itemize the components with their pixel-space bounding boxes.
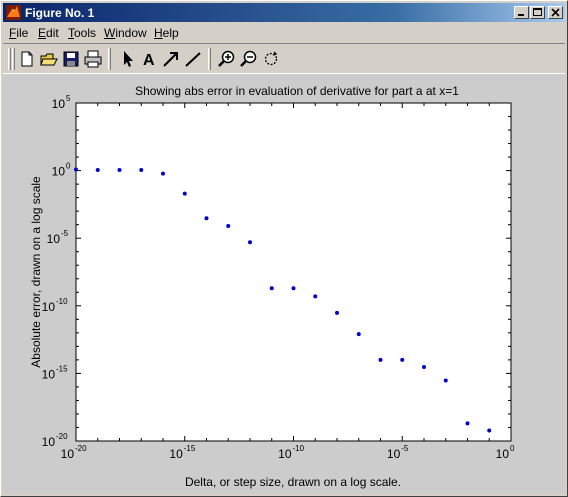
close-button[interactable]: [548, 6, 563, 19]
y-tick-exponent: 5: [66, 94, 71, 103]
maximize-button[interactable]: [530, 6, 545, 19]
figure-canvas: Showing abs error in evaluation of deriv…: [3, 75, 565, 494]
menu-window-mnemonic: W: [104, 26, 116, 40]
y-tick-label: 10: [52, 165, 66, 179]
data-point: [465, 421, 470, 426]
y-tick-exponent: -20: [56, 432, 68, 441]
data-point: [74, 167, 78, 172]
zoom-in-icon[interactable]: [217, 48, 237, 70]
y-tick-label: 10: [42, 367, 56, 381]
data-point: [182, 191, 187, 196]
data-point: [356, 332, 361, 337]
x-tick-label: 10: [169, 447, 183, 461]
title-bar[interactable]: Figure No. 1: [3, 3, 565, 22]
y-tick-exponent: -5: [61, 229, 69, 238]
data-point: [95, 168, 100, 173]
menu-help[interactable]: Help: [154, 26, 179, 40]
x-tick-exponent: -10: [293, 444, 305, 453]
data-point: [335, 310, 339, 315]
insert-text-icon[interactable]: A: [139, 48, 159, 70]
x-tick-exponent: -15: [184, 444, 196, 453]
menu-file-mnemonic: F: [9, 26, 17, 40]
x-tick-label: 10: [61, 447, 75, 461]
x-tick-label: 10: [278, 447, 292, 461]
data-point: [378, 357, 383, 362]
menu-edit-label: dit: [46, 26, 59, 40]
chart: Showing abs error in evaluation of deriv…: [29, 84, 515, 489]
new-file-icon[interactable]: [17, 48, 37, 70]
y-tick-label: 10: [52, 97, 66, 111]
menu-help-label: elp: [162, 26, 179, 40]
menu-edit-mnemonic: E: [38, 26, 47, 40]
menu-tools[interactable]: Tools: [68, 26, 96, 40]
x-tick-exponent: 0: [510, 444, 515, 453]
y-tick-exponent: 0: [66, 162, 71, 171]
figure-toolbar: A: [3, 43, 565, 74]
matlab-icon: [6, 5, 21, 20]
zoom-out-icon[interactable]: [239, 48, 259, 70]
data-point: [443, 378, 448, 383]
data-point: [422, 364, 426, 369]
menu-window[interactable]: Window: [104, 26, 147, 40]
rotate-icon[interactable]: [261, 48, 281, 70]
x-tick-exponent: -5: [401, 444, 409, 453]
menu-file-label: ile: [16, 26, 29, 40]
data-point: [139, 168, 144, 173]
data-point: [117, 168, 122, 173]
open-folder-icon[interactable]: [39, 48, 59, 70]
toolbar-separator-1: [108, 48, 111, 70]
y-tick-exponent: -10: [56, 297, 68, 306]
data-point: [291, 286, 296, 291]
y-tick-label: 10: [47, 232, 61, 246]
insert-text-glyph: A: [143, 52, 155, 69]
minimize-button[interactable]: [514, 6, 529, 19]
save-icon[interactable]: [61, 48, 81, 70]
select-arrow-icon[interactable]: [117, 48, 137, 70]
menu-window-label: indow: [115, 26, 147, 40]
insert-arrow-icon[interactable]: [161, 48, 181, 70]
menu-tools-label: ools: [74, 26, 97, 40]
x-axis-label: Delta, or step size, drawn on a log scal…: [185, 475, 401, 489]
data-point: [269, 286, 274, 291]
plot-area: [75, 102, 512, 442]
menu-bar: File Edit Tools Window Help: [3, 23, 565, 42]
insert-line-icon[interactable]: [183, 48, 203, 70]
y-tick-exponent: -15: [56, 364, 68, 373]
menu-tools-mnemonic: T: [68, 26, 74, 40]
data-point: [487, 428, 492, 433]
toolbar-grip-2: [12, 48, 15, 70]
menu-file[interactable]: File: [9, 26, 28, 40]
y-axis-label: Absolute error, drawn on a log scale: [29, 176, 43, 368]
y-tick-label: 10: [42, 435, 56, 449]
toolbar-grip[interactable]: [8, 48, 11, 70]
print-icon[interactable]: [83, 48, 103, 70]
window-title: Figure No. 1: [25, 6, 95, 20]
x-tick-labels: 10 -20 10 -15 10 -10 10 -5 10 0: [61, 444, 515, 461]
data-point: [313, 294, 318, 299]
x-tick-label: 10: [496, 447, 510, 461]
data-points: [74, 167, 492, 433]
axis-ticks: [75, 102, 512, 442]
data-point: [204, 216, 209, 221]
data-point: [226, 223, 231, 228]
y-tick-label: 10: [42, 300, 56, 314]
chart-title: Showing abs error in evaluation of deriv…: [135, 84, 459, 98]
menu-edit[interactable]: Edit: [38, 26, 59, 40]
toolbar-separator-2: [208, 48, 211, 70]
data-point: [161, 171, 165, 176]
data-point: [248, 240, 252, 245]
data-point: [400, 357, 405, 362]
x-tick-label: 10: [387, 447, 401, 461]
x-tick-exponent: -20: [75, 444, 87, 453]
menu-help-mnemonic: H: [154, 26, 163, 40]
